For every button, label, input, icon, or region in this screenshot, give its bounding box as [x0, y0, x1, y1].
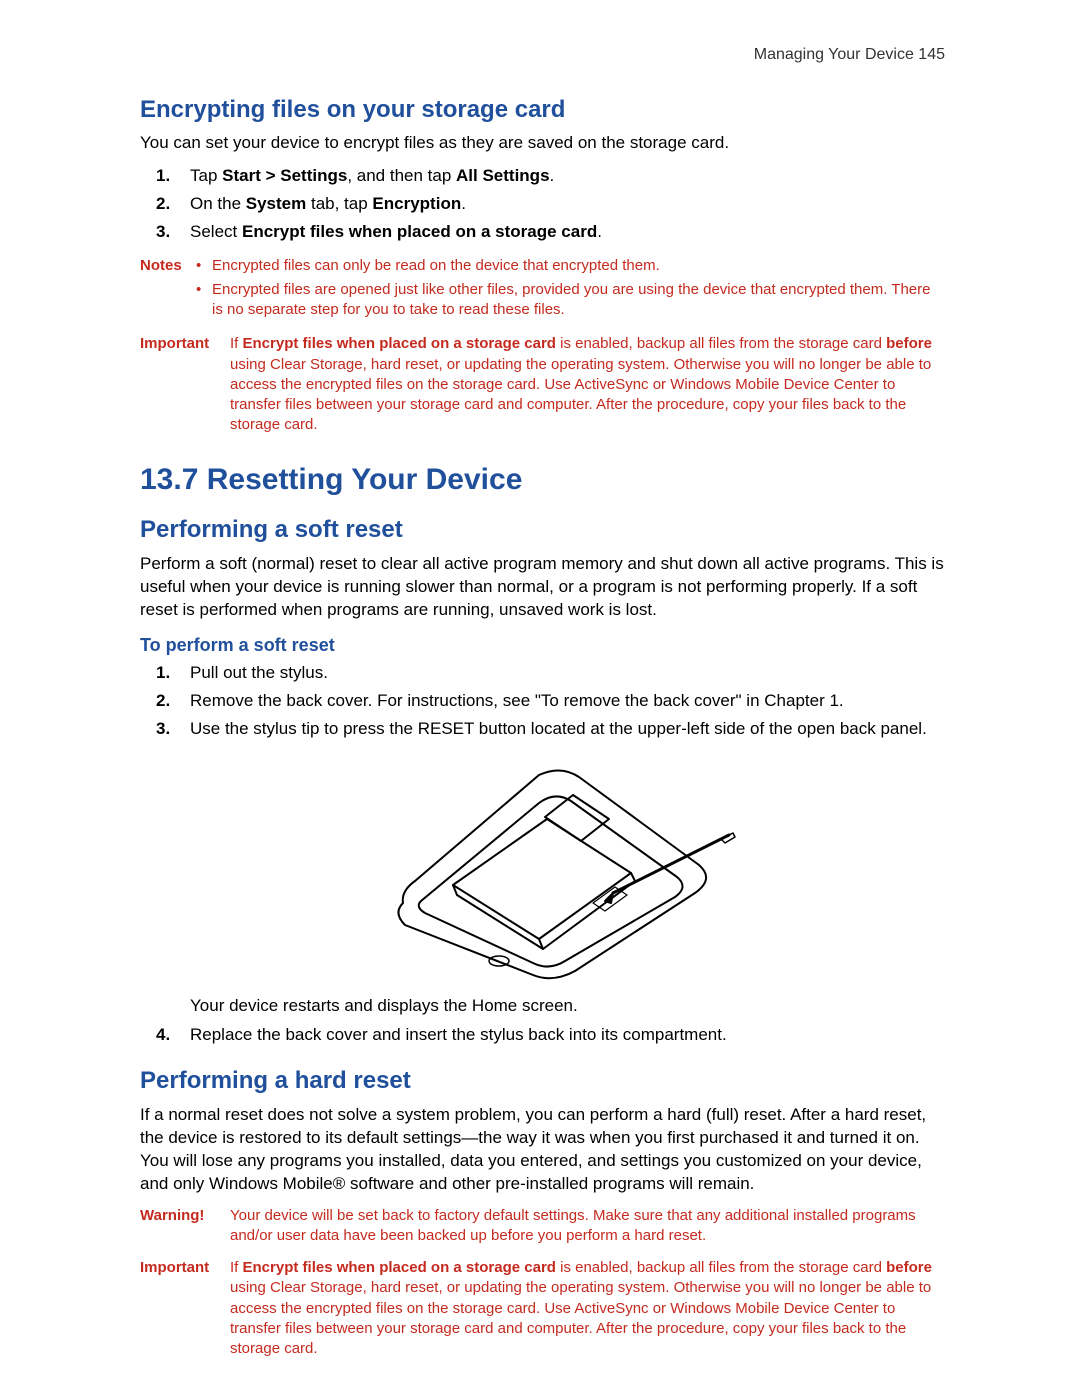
step-number: 4. — [156, 1024, 170, 1047]
step-text: . — [550, 166, 555, 185]
step-number: 2. — [156, 690, 170, 713]
step-text: Pull out the stylus. — [190, 663, 328, 682]
soft-reset-intro: Perform a soft (normal) reset to clear a… — [140, 553, 945, 622]
warning-block: Warning! Your device will be set back to… — [140, 1206, 945, 1247]
important-body: If Encrypt files when placed on a storag… — [230, 334, 945, 435]
step-text: Tap — [190, 166, 222, 185]
step-number: 2. — [156, 193, 170, 216]
encrypt-intro: You can set your device to encrypt files… — [140, 132, 945, 155]
notes-label: Notes — [140, 256, 196, 325]
heading-perform-soft: To perform a soft reset — [140, 633, 945, 657]
step-bold: Start > Settings — [222, 166, 347, 185]
heading-hard-reset: Performing a hard reset — [140, 1065, 945, 1097]
step-text: tab, tap — [306, 194, 372, 213]
soft-step-2: 2. Remove the back cover. For instructio… — [184, 690, 945, 713]
step-text: Use the stylus tip to press the RESET bu… — [190, 719, 927, 738]
important-bold: Encrypt files when placed on a storage c… — [243, 335, 556, 352]
step-number: 1. — [156, 165, 170, 188]
note-item: Encrypted files can only be read on the … — [196, 256, 945, 276]
step-text: . — [597, 222, 602, 241]
step-number: 3. — [156, 221, 170, 244]
step-text: Select — [190, 222, 242, 241]
important-label: Important — [140, 334, 230, 435]
step-text: , and then tap — [347, 166, 456, 185]
encrypt-step-2: 2. On the System tab, tap Encryption. — [184, 193, 945, 216]
device-illustration — [140, 753, 945, 990]
soft-reset-steps-cont: 4. Replace the back cover and insert the… — [140, 1024, 945, 1047]
hard-reset-intro: If a normal reset does not solve a syste… — [140, 1104, 945, 1196]
important-text: If — [230, 1259, 243, 1276]
warning-label: Warning! — [140, 1206, 230, 1247]
important-block-2: Important If Encrypt files when placed o… — [140, 1258, 945, 1359]
encrypt-steps: 1. Tap Start > Settings, and then tap Al… — [140, 165, 945, 244]
soft-step-3: 3. Use the stylus tip to press the RESET… — [184, 718, 945, 741]
important-text: is enabled, backup all files from the st… — [556, 1259, 886, 1276]
important-text: is enabled, backup all files from the st… — [556, 335, 886, 352]
soft-step-4: 4. Replace the back cover and insert the… — [184, 1024, 945, 1047]
step-bold: Encrypt files when placed on a storage c… — [242, 222, 597, 241]
device-back-icon — [343, 753, 743, 983]
step-bold: System — [246, 194, 306, 213]
important-body: If Encrypt files when placed on a storag… — [230, 1258, 945, 1359]
running-header: Managing Your Device 145 — [140, 44, 945, 66]
note-item: Encrypted files are opened just like oth… — [196, 280, 945, 321]
step-text: Replace the back cover and insert the st… — [190, 1025, 727, 1044]
important-bold: Encrypt files when placed on a storage c… — [243, 1259, 556, 1276]
heading-soft-reset: Performing a soft reset — [140, 514, 945, 546]
important-text: using Clear Storage, hard reset, or upda… — [230, 356, 931, 434]
step-text: . — [461, 194, 466, 213]
step-number: 3. — [156, 718, 170, 741]
important-text: using Clear Storage, hard reset, or upda… — [230, 1279, 931, 1357]
encrypt-step-1: 1. Tap Start > Settings, and then tap Al… — [184, 165, 945, 188]
warning-body: Your device will be set back to factory … — [230, 1206, 945, 1247]
important-block: Important If Encrypt files when placed o… — [140, 334, 945, 435]
soft-step-1: 1. Pull out the stylus. — [184, 662, 945, 685]
step-text: Remove the back cover. For instructions,… — [190, 691, 844, 710]
heading-resetting: 13.7 Resetting Your Device — [140, 460, 945, 501]
page-content: Managing Your Device 145 Encrypting file… — [0, 0, 1080, 1359]
soft-step-3-continue: Your device restarts and displays the Ho… — [140, 995, 945, 1018]
step-text: On the — [190, 194, 246, 213]
encrypt-step-3: 3. Select Encrypt files when placed on a… — [184, 221, 945, 244]
step-number: 1. — [156, 662, 170, 685]
soft-reset-steps: 1. Pull out the stylus. 2. Remove the ba… — [140, 662, 945, 741]
notes-block: Notes Encrypted files can only be read o… — [140, 256, 945, 325]
notes-body: Encrypted files can only be read on the … — [196, 256, 945, 325]
heading-encrypting: Encrypting files on your storage card — [140, 94, 945, 126]
step-bold: Encryption — [372, 194, 461, 213]
important-bold: before — [886, 335, 932, 352]
important-label: Important — [140, 1258, 230, 1359]
step-bold: All Settings — [456, 166, 550, 185]
important-bold: before — [886, 1259, 932, 1276]
important-text: If — [230, 335, 243, 352]
